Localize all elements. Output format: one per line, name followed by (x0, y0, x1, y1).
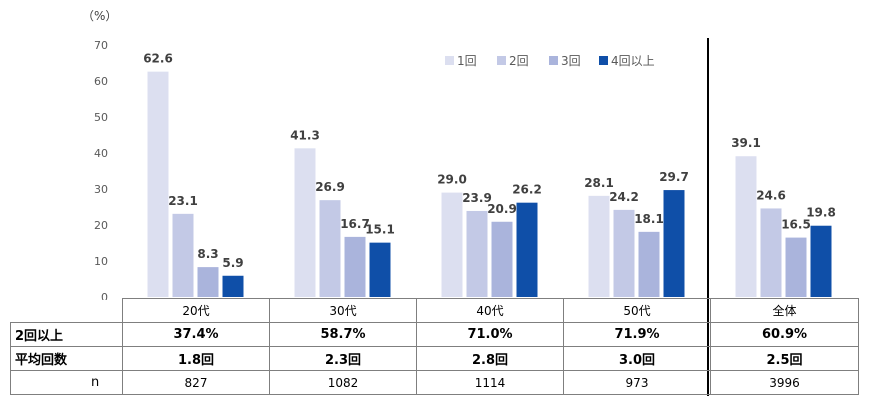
y-tick-label: 30 (94, 183, 108, 196)
bar (369, 242, 391, 297)
bar (147, 71, 169, 297)
data-label: 39.1 (731, 136, 761, 150)
data-labels: 62.6 23.1 8.3 5.9 41.3 26.9 16.715.1 29.0 23.920… (143, 52, 836, 270)
data-label: 19.8 (806, 206, 836, 220)
bar (785, 237, 807, 297)
data-label: 28.1 (584, 176, 614, 190)
bar-chart: （%） 0 10 20 30 40 50 60 70 62.6 23.1 8.3 5.9 41.3 26… (82, 9, 836, 300)
table-row-2plus: 2回以上 37.4% 58.7% 71.0% 71.9% 60.9% (10, 322, 859, 347)
category-label: 20代 (122, 298, 270, 323)
y-tick-label: 10 (94, 255, 108, 268)
y-tick-label: 40 (94, 147, 108, 160)
category-label: 全体 (710, 298, 859, 323)
data-label: 62.6 (143, 52, 173, 66)
bar (810, 225, 832, 297)
bar (172, 213, 194, 297)
data-label: 26.9 (315, 180, 345, 194)
table-cell: 60.9% (710, 322, 859, 347)
table-cell: 58.7% (269, 322, 417, 347)
row-label: 平均回数 (10, 346, 123, 371)
data-label: 23.9 (462, 191, 492, 205)
data-label: 18.1 (634, 212, 664, 226)
y-tick-label: 70 (94, 39, 108, 52)
header-empty-cell (10, 298, 123, 323)
data-label: 16.7 (340, 217, 370, 231)
data-label: 15.1 (365, 223, 395, 237)
category-header-row: 20代 30代 40代 50代 全体 (10, 298, 859, 323)
category-label: 40代 (416, 298, 564, 323)
category-label: 50代 (563, 298, 711, 323)
table-cell: 827 (122, 370, 270, 395)
table-cell: 2.3回 (269, 346, 417, 371)
legend-swatch (445, 56, 454, 65)
legend-label: 4回以上 (611, 54, 655, 68)
table-row-average: 平均回数 1.8回 2.3回 2.8回 3.0回 2.5回 (10, 346, 859, 371)
data-label: 5.9 (222, 256, 243, 270)
y-unit-label: （%） (82, 9, 117, 23)
table-cell: 1082 (269, 370, 417, 395)
table-cell: 1114 (416, 370, 564, 395)
data-label: 8.3 (197, 247, 218, 261)
data-label: 23.1 (168, 194, 198, 208)
bar (197, 267, 219, 297)
bar (760, 208, 782, 297)
data-label: 29.0 (437, 173, 467, 187)
bar (344, 236, 366, 297)
table-row-n: n 827 1082 1114 973 3996 (10, 370, 859, 395)
legend: 1回 2回 3回 4回以上 (445, 54, 655, 68)
bars (147, 71, 832, 297)
legend-swatch (549, 56, 558, 65)
y-tick-label: 20 (94, 219, 108, 232)
table-cell: 2.5回 (710, 346, 859, 371)
data-label: 24.2 (609, 190, 639, 204)
y-axis-ticks: 0 10 20 30 40 50 60 70 (94, 39, 108, 300)
bar (663, 190, 685, 297)
bar (588, 195, 610, 297)
row-label: 2回以上 (10, 322, 123, 347)
y-tick-label: 60 (94, 75, 108, 88)
legend-label: 3回 (561, 54, 581, 68)
y-tick-label: 50 (94, 111, 108, 124)
category-label: 30代 (269, 298, 417, 323)
bar (319, 200, 341, 297)
summary-table: 20代 30代 40代 50代 全体 2回以上 37.4% 58.7% 71.0… (10, 298, 859, 395)
bar (638, 231, 660, 297)
table-cell: 71.9% (563, 322, 711, 347)
data-label: 41.3 (290, 128, 320, 142)
bar (294, 148, 316, 297)
table-cell: 973 (563, 370, 711, 395)
bar (466, 210, 488, 297)
bar (441, 192, 463, 297)
bar (516, 202, 538, 297)
legend-swatch (599, 56, 608, 65)
legend-label: 1回 (457, 54, 477, 68)
data-label: 16.5 (781, 218, 811, 232)
legend-swatch (497, 56, 506, 65)
bar (222, 275, 244, 297)
data-label: 20.9 (487, 202, 517, 216)
data-label: 26.2 (512, 183, 542, 197)
table-cell: 3996 (710, 370, 859, 395)
data-label: 24.6 (756, 188, 786, 202)
y-tick-label: 0 (101, 291, 108, 300)
bar (735, 156, 757, 297)
bar (491, 221, 513, 297)
data-label: 29.7 (659, 170, 689, 184)
table-cell: 3.0回 (563, 346, 711, 371)
bar (613, 209, 635, 297)
row-label: n (10, 370, 123, 395)
table-cell: 1.8回 (122, 346, 270, 371)
table-cell: 37.4% (122, 322, 270, 347)
table-cell: 71.0% (416, 322, 564, 347)
total-divider-line (707, 38, 709, 396)
legend-label: 2回 (509, 54, 529, 68)
table-cell: 2.8回 (416, 346, 564, 371)
